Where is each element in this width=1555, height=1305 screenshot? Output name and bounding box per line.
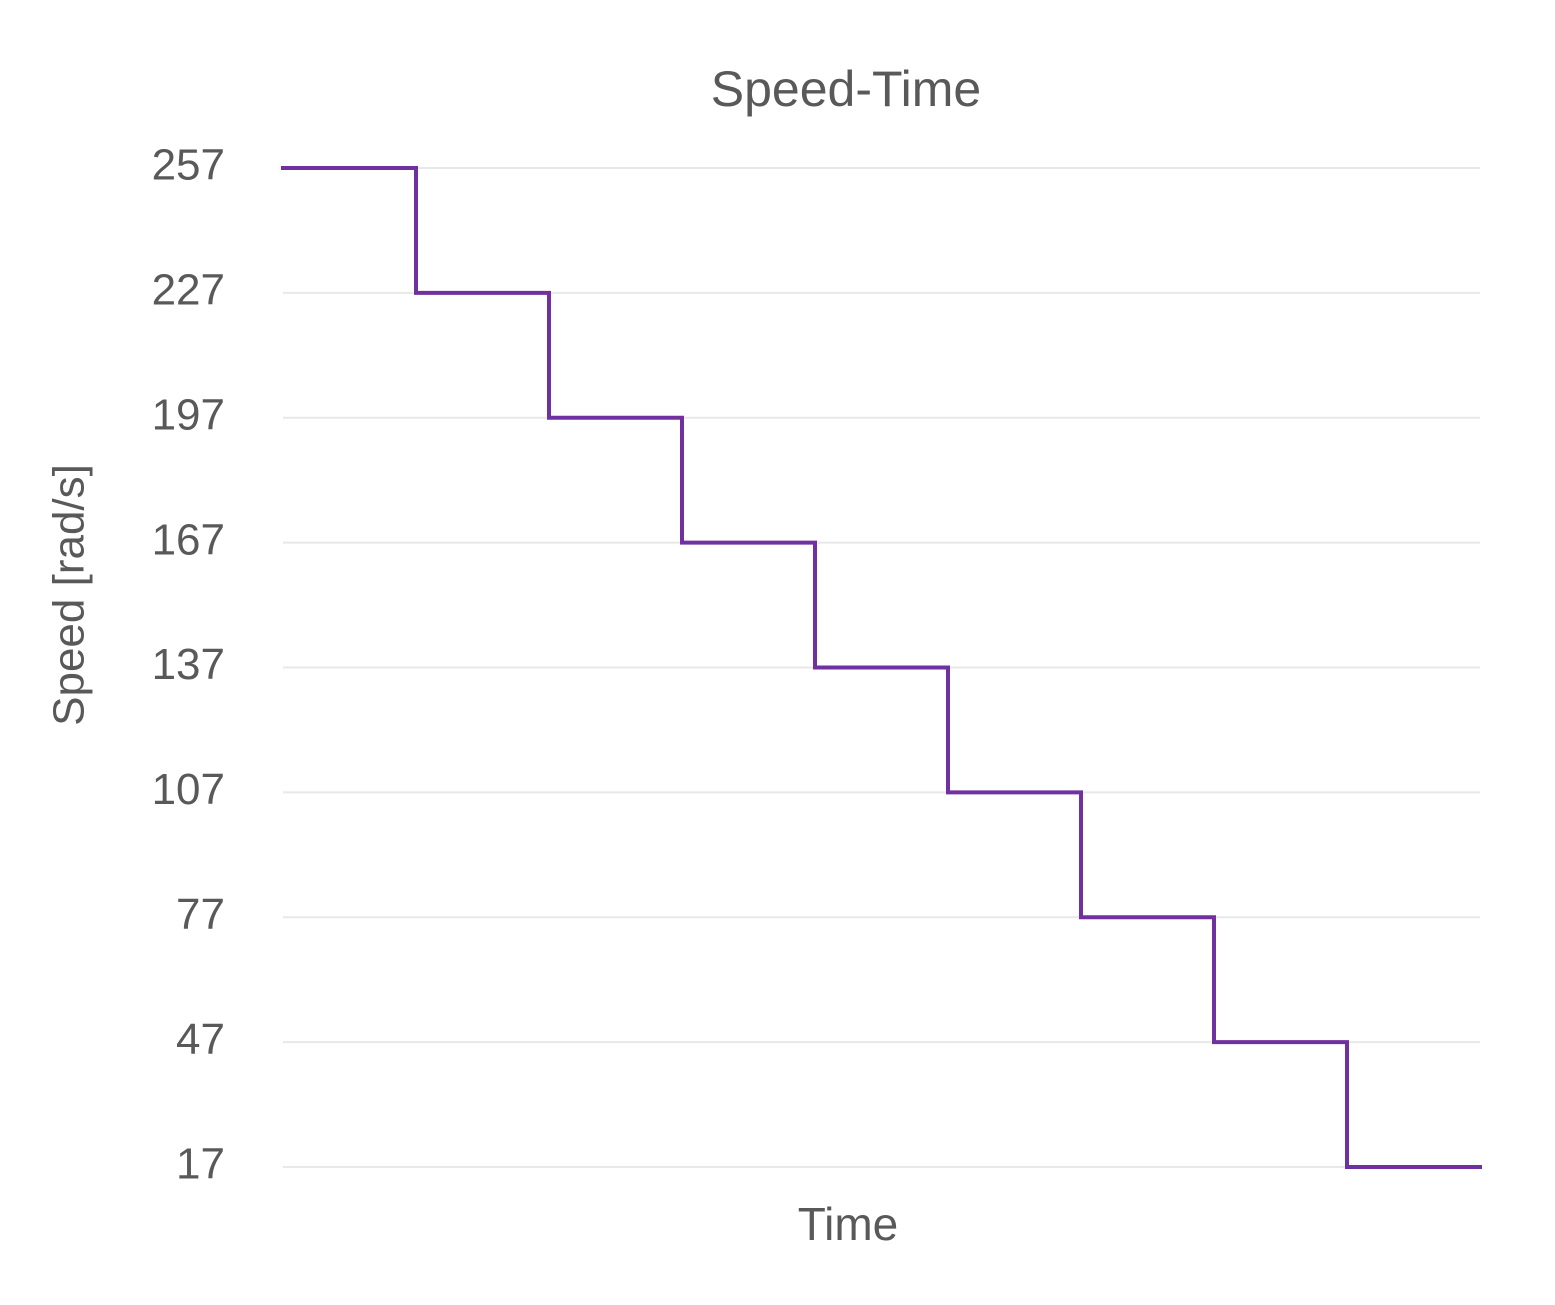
y-tick-label: 197 xyxy=(152,390,225,439)
y-tick-label: 47 xyxy=(176,1015,225,1064)
y-tick-label: 107 xyxy=(152,765,225,814)
x-axis-label: Time xyxy=(798,1198,899,1250)
chart-title: Speed-Time xyxy=(711,61,981,117)
y-axis-label: Speed [rad/s] xyxy=(45,464,94,726)
y-tick-label: 257 xyxy=(152,141,225,190)
y-tick-label: 227 xyxy=(152,266,225,315)
y-tick-label: 77 xyxy=(176,890,225,939)
y-tick-label: 137 xyxy=(152,640,225,689)
y-tick-label: 17 xyxy=(176,1140,225,1189)
y-tick-label: 167 xyxy=(152,515,225,564)
